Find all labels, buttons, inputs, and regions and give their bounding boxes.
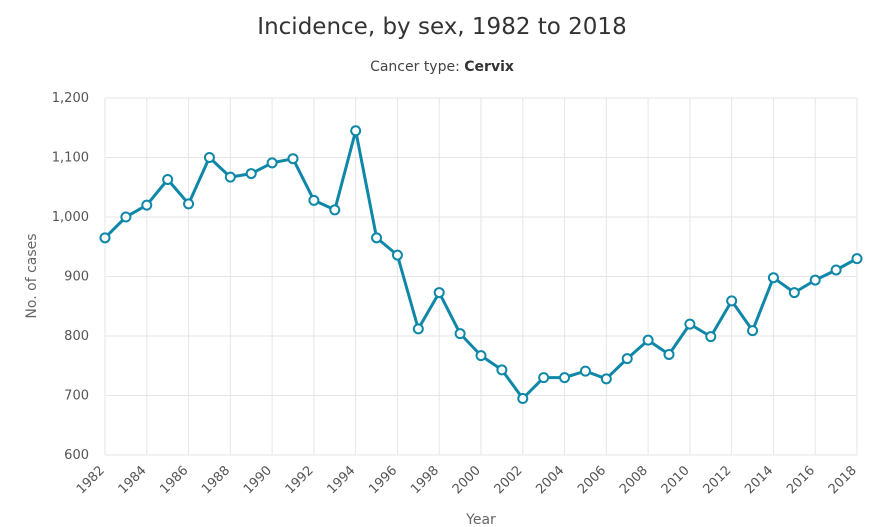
y-tick-label: 600 bbox=[64, 448, 89, 463]
series-cervix bbox=[99, 125, 863, 404]
x-tick-label: 2008 bbox=[617, 463, 651, 497]
grid-lines bbox=[104, 97, 858, 456]
data-point[interactable] bbox=[496, 364, 508, 376]
data-point[interactable] bbox=[767, 272, 779, 284]
data-point[interactable] bbox=[245, 168, 257, 180]
data-point[interactable] bbox=[183, 198, 195, 210]
y-tick-label: 800 bbox=[64, 329, 89, 344]
x-tick-label: 1984 bbox=[116, 463, 150, 497]
y-axis: 600 700 800 900 1,000 1,100 1,200 bbox=[52, 91, 89, 463]
x-tick-label: 1994 bbox=[324, 463, 358, 497]
data-point[interactable] bbox=[830, 264, 842, 276]
y-tick-label: 1,200 bbox=[52, 91, 89, 106]
x-tick-label: 2014 bbox=[742, 463, 776, 497]
data-point[interactable] bbox=[99, 232, 111, 244]
x-axis: 1982 1984 1986 1988 1990 1992 1994 1996 1998 2000… bbox=[74, 463, 860, 497]
data-point[interactable] bbox=[203, 152, 215, 163]
data-point[interactable] bbox=[559, 372, 571, 384]
y-tick-label: 1,100 bbox=[52, 151, 89, 166]
data-point[interactable] bbox=[538, 372, 550, 384]
x-tick-label: 1990 bbox=[241, 463, 275, 497]
chart-title: Incidence, by sex, 1982 to 2018 bbox=[257, 14, 627, 40]
subtitle-label: Cancer type: bbox=[370, 59, 460, 75]
data-point[interactable] bbox=[287, 153, 299, 165]
y-tick-label: 900 bbox=[64, 270, 89, 285]
data-point[interactable] bbox=[684, 318, 696, 330]
data-point[interactable] bbox=[141, 199, 153, 211]
x-tick-label: 1986 bbox=[157, 463, 191, 497]
data-point[interactable] bbox=[642, 334, 654, 346]
x-tick-label: 2004 bbox=[533, 463, 567, 497]
data-point[interactable] bbox=[391, 249, 403, 261]
x-tick-label: 1992 bbox=[283, 463, 317, 497]
data-point[interactable] bbox=[788, 287, 800, 299]
data-point[interactable] bbox=[454, 328, 466, 340]
data-point[interactable] bbox=[705, 331, 717, 343]
x-tick-label: 1982 bbox=[74, 463, 108, 497]
x-tick-label: 1998 bbox=[408, 463, 442, 497]
data-point[interactable] bbox=[663, 348, 675, 360]
x-tick-label: 2000 bbox=[450, 463, 484, 497]
x-tick-label: 2010 bbox=[659, 463, 693, 497]
x-tick-label: 2018 bbox=[826, 463, 860, 497]
data-point[interactable] bbox=[809, 274, 821, 286]
y-tick-label: 700 bbox=[64, 389, 89, 404]
chart-subtitle: Cancer type: Cervix bbox=[0, 59, 884, 75]
x-tick-label: 2002 bbox=[492, 463, 526, 497]
x-tick-label: 1996 bbox=[366, 463, 400, 497]
data-point[interactable] bbox=[851, 253, 863, 265]
data-point[interactable] bbox=[329, 204, 341, 216]
x-tick-label: 2012 bbox=[700, 463, 734, 497]
data-point[interactable] bbox=[600, 373, 612, 385]
data-point[interactable] bbox=[579, 365, 591, 377]
data-point[interactable] bbox=[120, 211, 132, 223]
data-point[interactable] bbox=[412, 323, 424, 335]
data-point[interactable] bbox=[350, 125, 362, 137]
data-point[interactable] bbox=[371, 232, 383, 244]
data-point[interactable] bbox=[517, 392, 529, 404]
subtitle-value: Cervix bbox=[464, 59, 514, 75]
x-tick-label: 2016 bbox=[784, 463, 818, 497]
data-point[interactable] bbox=[266, 157, 278, 169]
data-point[interactable] bbox=[747, 325, 759, 337]
data-point[interactable] bbox=[224, 171, 236, 183]
x-tick-label: 1988 bbox=[199, 463, 233, 497]
data-point[interactable] bbox=[726, 295, 738, 307]
data-point[interactable] bbox=[621, 353, 633, 365]
y-tick-label: 1,000 bbox=[52, 210, 89, 225]
y-axis-title: No. of cases bbox=[24, 233, 40, 318]
data-point[interactable] bbox=[308, 194, 320, 206]
data-point[interactable] bbox=[475, 350, 487, 362]
data-point[interactable] bbox=[162, 174, 174, 186]
x-tick-label: 2006 bbox=[575, 463, 609, 497]
x-axis-title: Year bbox=[465, 512, 496, 527]
data-point[interactable] bbox=[433, 287, 445, 299]
